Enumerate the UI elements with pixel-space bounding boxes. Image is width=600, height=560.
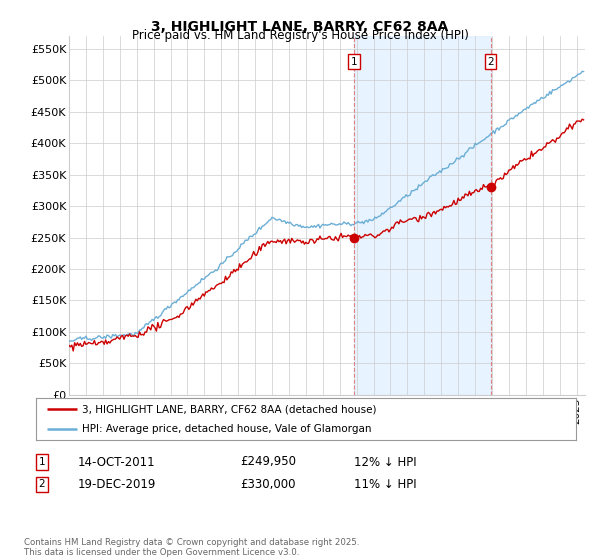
Text: 3, HIGHLIGHT LANE, BARRY, CF62 8AA: 3, HIGHLIGHT LANE, BARRY, CF62 8AA [151, 20, 449, 34]
Text: 19-DEC-2019: 19-DEC-2019 [78, 478, 157, 491]
Text: £330,000: £330,000 [240, 478, 296, 491]
Text: 2: 2 [487, 57, 494, 67]
Text: 1: 1 [350, 57, 357, 67]
Text: 11% ↓ HPI: 11% ↓ HPI [354, 478, 416, 491]
Bar [354, 36, 491, 395]
Text: 1: 1 [38, 457, 46, 467]
Text: 2: 2 [38, 479, 46, 489]
Text: Contains HM Land Registry data © Crown copyright and database right 2025.
This d: Contains HM Land Registry data © Crown c… [24, 538, 359, 557]
Text: 3, HIGHLIGHT LANE, BARRY, CF62 8AA (detached house): 3, HIGHLIGHT LANE, BARRY, CF62 8AA (deta… [82, 404, 376, 414]
Text: £249,950: £249,950 [240, 455, 296, 469]
Text: 14-OCT-2011: 14-OCT-2011 [78, 455, 155, 469]
Text: 12% ↓ HPI: 12% ↓ HPI [354, 455, 416, 469]
Text: Price paid vs. HM Land Registry's House Price Index (HPI): Price paid vs. HM Land Registry's House … [131, 29, 469, 42]
Text: HPI: Average price, detached house, Vale of Glamorgan: HPI: Average price, detached house, Vale… [82, 424, 371, 434]
